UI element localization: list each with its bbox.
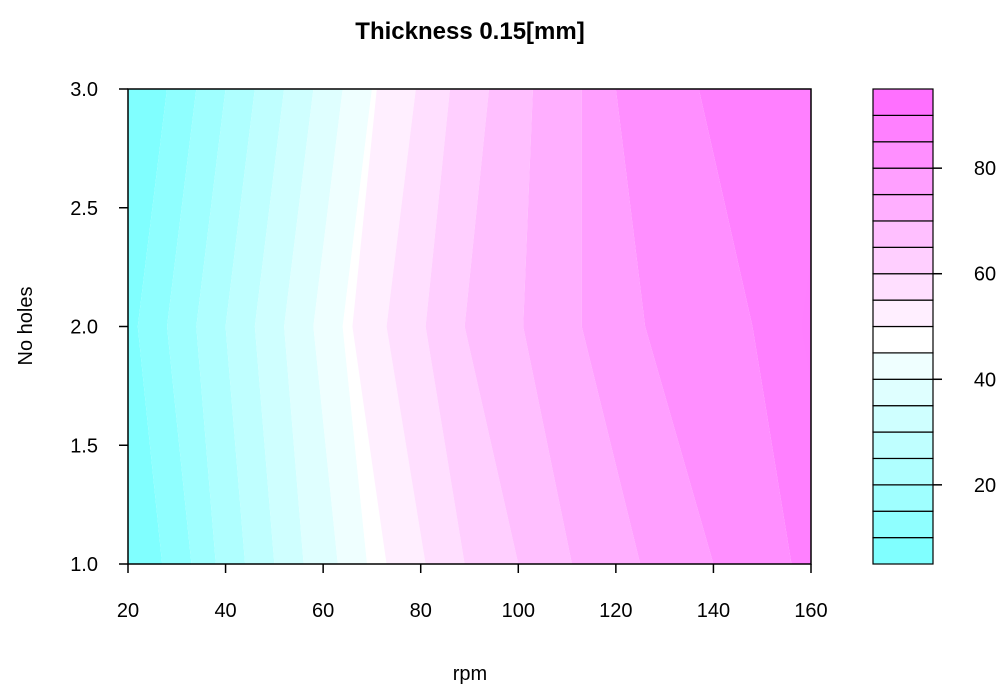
- x-axis-label: rpm: [453, 663, 487, 685]
- legend-swatch: [872, 510, 934, 539]
- legend-swatch: [872, 537, 934, 565]
- legend-swatch: [872, 273, 934, 301]
- y-tick-label: 1.0: [70, 554, 98, 576]
- contour-plot: [128, 89, 826, 564]
- contour-band: [464, 89, 572, 564]
- contour-band: [698, 89, 811, 564]
- chart-title: Thickness 0.15[mm]: [355, 18, 584, 45]
- legend-tick-label: 80: [974, 158, 996, 180]
- x-tick-label: 40: [214, 600, 236, 622]
- color-legend: 20 40 60 80: [872, 88, 996, 565]
- x-tick-label: 100: [502, 600, 535, 622]
- legend-tick-label: 60: [974, 264, 996, 286]
- legend-swatch: [872, 405, 934, 433]
- x-tick-label: 120: [599, 600, 632, 622]
- legend-swatch: [872, 299, 934, 328]
- contour-band: [615, 89, 792, 564]
- contour-band: [425, 89, 519, 564]
- contour-band: [816, 89, 826, 564]
- legend-swatch: [872, 431, 934, 460]
- legend-swatch: [872, 88, 934, 116]
- x-tick-label: 160: [794, 600, 827, 622]
- contour-band: [128, 89, 168, 564]
- x-tick-label: 80: [410, 600, 432, 622]
- y-tick-label: 2.0: [70, 317, 98, 339]
- legend-swatch: [872, 141, 934, 169]
- y-tick-label: 3.0: [70, 79, 98, 101]
- legend-swatch: [872, 220, 934, 248]
- y-axis-label: No holes: [15, 287, 37, 366]
- legend-swatch: [872, 114, 934, 143]
- contour-band-peak: [801, 255, 811, 386]
- contour-band: [352, 89, 426, 564]
- x-tick-label: 140: [697, 600, 730, 622]
- y-tick-label: 2.5: [70, 198, 98, 220]
- contour-band: [225, 89, 285, 564]
- legend-swatch: [872, 193, 934, 222]
- legend-swatch: [872, 484, 934, 512]
- contour-band: [581, 89, 714, 564]
- legend-swatch: [872, 167, 934, 196]
- axes: 20 40 60 80 100 120 140 160 1.0 1.5 2.0 2.5 3.0: [70, 79, 828, 622]
- legend-tick-label: 20: [974, 475, 996, 497]
- contour-band: [342, 89, 387, 564]
- legend-swatch: [872, 457, 934, 486]
- legend-swatch: [872, 352, 934, 380]
- legend-swatch: [872, 378, 934, 407]
- legend-tick-label: 40: [974, 369, 996, 391]
- x-tick-label: 60: [312, 600, 334, 622]
- legend-swatch: [872, 325, 934, 354]
- y-tick-label: 1.5: [70, 435, 98, 457]
- x-tick-label: 20: [117, 600, 139, 622]
- legend-swatch: [872, 246, 934, 275]
